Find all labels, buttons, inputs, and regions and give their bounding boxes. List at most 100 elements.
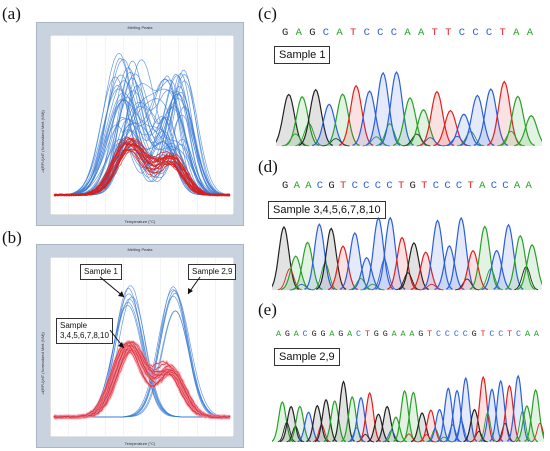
peak-fill [419, 410, 442, 442]
base-letter: G [471, 329, 477, 339]
peak-fill [328, 246, 358, 290]
sample-label-d: Sample 3,4,5,6,7,8,10 [268, 201, 386, 219]
peak-trace [422, 219, 453, 290]
peak-trace [367, 413, 390, 443]
peak-fill [454, 378, 477, 442]
peak-fill [420, 91, 454, 146]
sample-label-e: Sample 2,9 [274, 348, 340, 366]
peak-fill [393, 97, 427, 146]
peak-fill [493, 224, 524, 290]
base-letter: C [516, 329, 522, 339]
base-letter: C [490, 180, 497, 192]
peak-fill [458, 250, 488, 290]
peak-trace [297, 411, 320, 443]
melt-curves-b [50, 257, 234, 437]
peak-trace [280, 255, 311, 291]
peak-fill [500, 96, 535, 146]
base-letter: C [455, 180, 463, 192]
peak-trace [454, 376, 478, 442]
panel-label-b: (b) [2, 228, 22, 247]
base-letter: A [513, 180, 521, 192]
base-letter: G [311, 329, 317, 339]
peak-trace [480, 388, 504, 442]
base-letter: T [431, 27, 438, 39]
noise-trace [443, 135, 471, 147]
chromatogram-d [272, 216, 542, 291]
peak-trace [327, 245, 359, 291]
base-letter: A [533, 329, 539, 339]
base-letter: C [363, 180, 370, 192]
base-letter: G [338, 329, 344, 339]
peak-trace [272, 401, 294, 443]
peak-trace [500, 95, 536, 146]
peak-trace [315, 227, 347, 290]
base-letter: G [409, 180, 416, 192]
callout-sample-group-line1: Sample [60, 321, 88, 330]
peak-trace [498, 384, 521, 442]
peak-trace [393, 389, 416, 442]
peak-fill [366, 72, 400, 146]
base-letter: A [417, 27, 425, 39]
callout-sample1: Sample 1 [80, 264, 122, 280]
base-letter: C [444, 329, 450, 339]
noise-trace [312, 424, 331, 443]
noise-trace [455, 278, 480, 291]
peak-fill [505, 235, 536, 290]
peak-trace [460, 94, 495, 146]
peak-fill [399, 242, 429, 290]
peak-trace [340, 395, 364, 443]
peak-fill [285, 96, 320, 146]
base-letter: C [386, 180, 393, 192]
peak-trace [352, 90, 387, 146]
peak-fill [292, 242, 323, 290]
peak-trace [434, 245, 465, 291]
peak-fill [341, 397, 364, 442]
melt-curve-blue [54, 76, 230, 196]
peak-fill [489, 381, 512, 442]
melt-curve-red [53, 141, 231, 197]
peak-trace [312, 103, 347, 147]
sample-label-c: Sample 1 [274, 46, 331, 64]
peak-trace [505, 234, 536, 290]
peak-trace [469, 225, 501, 290]
peak-trace [349, 396, 373, 443]
peak-fill [280, 406, 303, 442]
peak-fill [276, 94, 306, 146]
peak-trace [298, 88, 333, 146]
peak-fill [422, 220, 453, 290]
panel-label-c: (c) [258, 4, 277, 23]
base-letter: G [382, 329, 388, 339]
peak-trace [419, 409, 442, 443]
peak-trace [306, 404, 329, 443]
noise-trace [403, 133, 431, 147]
chromatogram-e [272, 374, 544, 443]
peak-fill [487, 81, 522, 146]
peak-fill [507, 376, 530, 442]
peak-fill [352, 91, 387, 146]
noise-trace [513, 410, 532, 443]
peak-fill [524, 390, 544, 442]
noise-trace [457, 130, 485, 147]
base-letter: A [526, 27, 533, 39]
peak-fill [387, 237, 417, 290]
peak-trace [524, 388, 544, 442]
peak-trace [398, 241, 430, 291]
peak-fill [323, 401, 346, 442]
base-letter: C [458, 27, 466, 39]
peak-fill [472, 377, 495, 442]
base-letter: A [513, 27, 520, 39]
melt-curves-a [50, 35, 234, 215]
peak-trace [292, 241, 323, 291]
melt-plot-b: Melting Peaks -d(RFU)/dT (Normalized Mel… [36, 244, 244, 448]
base-letter: G [373, 329, 379, 339]
base-letter: C [485, 27, 493, 39]
noise-trace [396, 272, 420, 291]
base-letter: A [479, 180, 486, 192]
peak-fill [376, 406, 399, 442]
base-letter: C [356, 329, 362, 339]
base-letter: C [351, 180, 358, 192]
base-letter: C [432, 180, 440, 192]
base-letter: A [293, 329, 299, 339]
base-letter: T [467, 180, 474, 192]
